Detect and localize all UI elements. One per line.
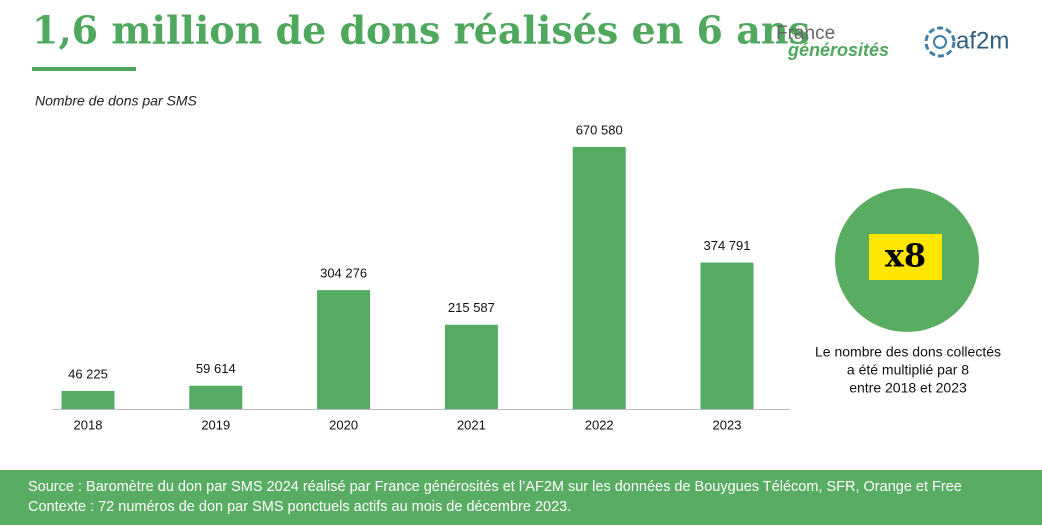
value-label: 670 580	[576, 122, 623, 137]
value-label: 215 587	[448, 300, 495, 315]
footer	[0, 470, 1042, 525]
title-underline	[32, 67, 136, 71]
bars: 2018 46 225 2019 59 614 2020 304 276 2021 215 5…	[61, 122, 754, 432]
caption: a été multiplié par 8	[847, 362, 969, 378]
x-tick-label: 2020	[329, 417, 358, 432]
logo-af2m-icon	[933, 35, 947, 49]
logo-generosites: générosités	[787, 40, 889, 60]
badge: x8	[885, 237, 926, 275]
badge-box	[869, 234, 942, 280]
value-label: 46 225	[68, 366, 108, 381]
bar	[189, 385, 243, 409]
chart-subtitle: Nombre de dons par SMS	[35, 93, 198, 109]
x-tick-label: 2021	[457, 417, 486, 432]
bar	[572, 147, 626, 409]
bar	[444, 324, 498, 409]
x-tick-label: 2023	[713, 417, 742, 432]
caption: Le nombre des dons collectés	[815, 344, 1001, 360]
value-label: 304 276	[320, 266, 367, 281]
x-tick-label: 2018	[74, 417, 103, 432]
value-label: 59 614	[196, 361, 236, 376]
chart-title: 1,6 million de dons réalisés en 6 ans	[32, 8, 810, 53]
logo-af2m: af2m	[956, 27, 1009, 54]
footer-source: Source : Baromètre du don par SMS 2024 r…	[28, 479, 962, 495]
logo-france: France	[776, 23, 835, 44]
x-tick-label: 2022	[585, 417, 614, 432]
bar	[317, 290, 371, 409]
bar	[61, 390, 115, 409]
bar	[700, 262, 754, 409]
value-label: 374 791	[704, 238, 751, 253]
logo-af2m-icon	[924, 26, 956, 58]
x-tick-label: 2019	[201, 417, 230, 432]
caption: entre 2018 et 2023	[849, 380, 967, 396]
footer-context: Contexte : 72 numéros de don par SMS pon…	[28, 499, 571, 515]
